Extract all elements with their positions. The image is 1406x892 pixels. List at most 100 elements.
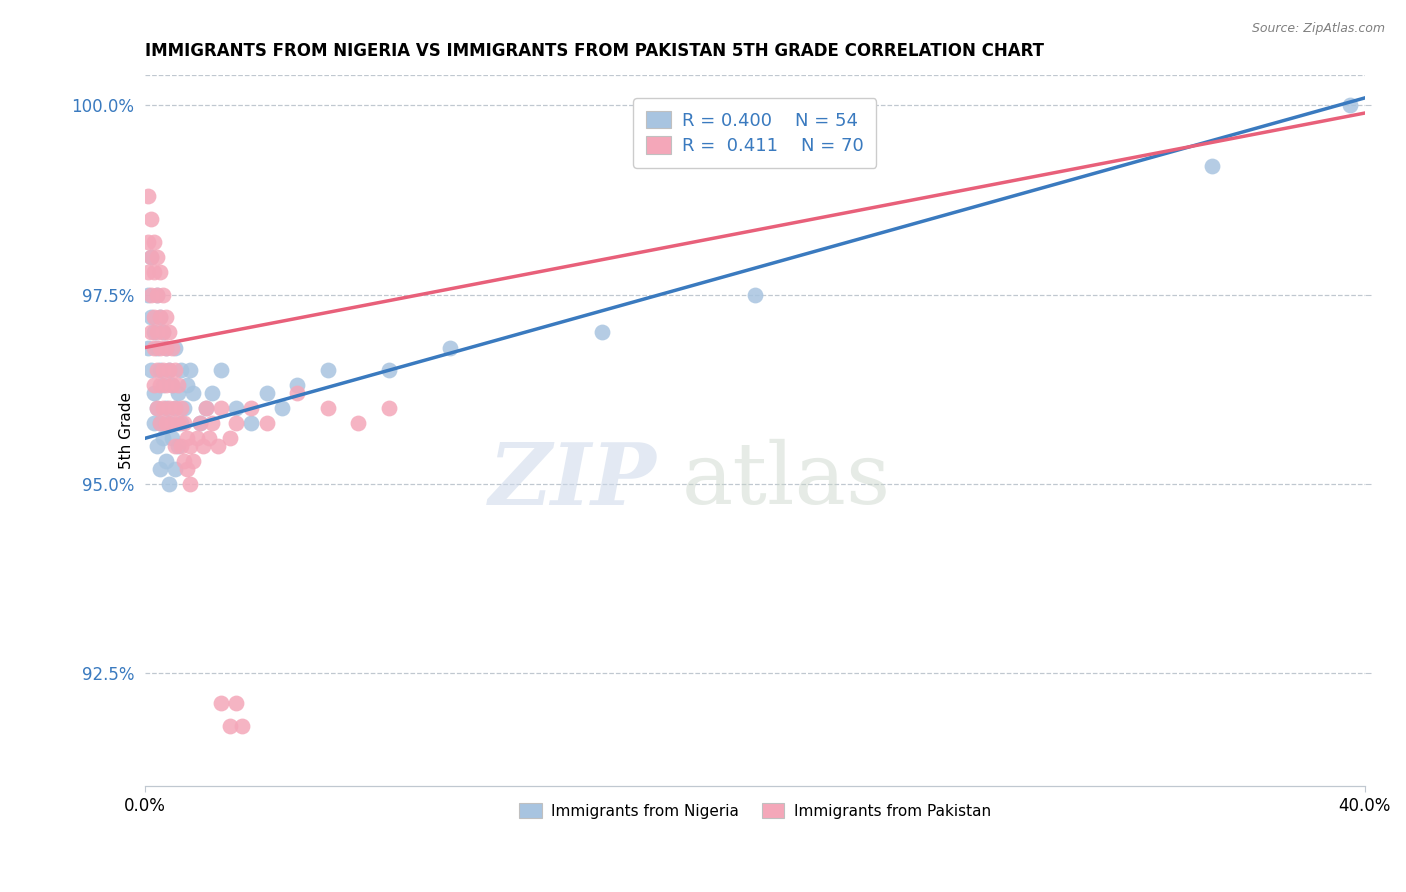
Point — [146, 401, 169, 416]
Point — [139, 211, 162, 226]
Point — [160, 378, 183, 392]
Point — [139, 287, 162, 301]
Point — [155, 401, 177, 416]
Point — [256, 386, 278, 401]
Point — [157, 363, 180, 377]
Point — [149, 310, 172, 325]
Point — [165, 401, 187, 416]
Point — [152, 431, 174, 445]
Point — [744, 287, 766, 301]
Point — [149, 265, 172, 279]
Point — [139, 310, 162, 325]
Point — [149, 310, 172, 325]
Point — [136, 235, 159, 249]
Point — [160, 378, 183, 392]
Point — [173, 401, 195, 416]
Point — [1339, 98, 1361, 112]
Point — [139, 326, 162, 340]
Point — [157, 401, 180, 416]
Point — [285, 378, 308, 392]
Point — [146, 341, 169, 355]
Point — [191, 439, 214, 453]
Point — [194, 401, 217, 416]
Point — [179, 439, 201, 453]
Point — [142, 310, 165, 325]
Point — [183, 386, 205, 401]
Point — [173, 417, 195, 431]
Point — [146, 326, 169, 340]
Point — [207, 439, 229, 453]
Point — [377, 363, 399, 377]
Point — [225, 401, 247, 416]
Point — [152, 326, 174, 340]
Point — [188, 417, 211, 431]
Point — [142, 265, 165, 279]
Point — [142, 341, 165, 355]
Point — [165, 439, 187, 453]
Point — [256, 417, 278, 431]
Point — [149, 417, 172, 431]
Point — [186, 431, 208, 445]
Point — [225, 417, 247, 431]
Point — [136, 265, 159, 279]
Point — [219, 431, 242, 445]
Point — [201, 417, 224, 431]
Point — [149, 341, 172, 355]
Point — [142, 326, 165, 340]
Point — [165, 363, 187, 377]
Point — [139, 363, 162, 377]
Point — [170, 439, 193, 453]
Text: Source: ZipAtlas.com: Source: ZipAtlas.com — [1251, 22, 1385, 36]
Point — [152, 287, 174, 301]
Point — [167, 386, 190, 401]
Point — [136, 189, 159, 203]
Point — [157, 476, 180, 491]
Point — [136, 287, 159, 301]
Y-axis label: 5th Grade: 5th Grade — [118, 392, 134, 469]
Legend: Immigrants from Nigeria, Immigrants from Pakistan: Immigrants from Nigeria, Immigrants from… — [513, 797, 997, 825]
Point — [165, 401, 187, 416]
Point — [152, 401, 174, 416]
Point — [136, 341, 159, 355]
Point — [170, 401, 193, 416]
Point — [155, 378, 177, 392]
Point — [149, 363, 172, 377]
Point — [285, 386, 308, 401]
Point — [142, 378, 165, 392]
Point — [179, 476, 201, 491]
Point — [160, 417, 183, 431]
Point — [157, 326, 180, 340]
Point — [167, 378, 190, 392]
Point — [149, 461, 172, 475]
Point — [225, 696, 247, 710]
Point — [152, 363, 174, 377]
Point — [209, 401, 232, 416]
Point — [209, 696, 232, 710]
Point — [240, 417, 263, 431]
Point — [165, 341, 187, 355]
Point — [197, 431, 219, 445]
Point — [1201, 159, 1223, 173]
Point — [155, 310, 177, 325]
Point — [316, 363, 339, 377]
Point — [146, 439, 169, 453]
Text: atlas: atlas — [682, 439, 890, 522]
Point — [439, 341, 461, 355]
Point — [142, 386, 165, 401]
Point — [231, 719, 253, 733]
Point — [176, 378, 198, 392]
Point — [155, 417, 177, 431]
Point — [201, 386, 224, 401]
Point — [146, 287, 169, 301]
Point — [149, 417, 172, 431]
Point — [347, 417, 370, 431]
Point — [157, 417, 180, 431]
Point — [170, 363, 193, 377]
Point — [146, 250, 169, 264]
Point — [316, 401, 339, 416]
Point — [160, 341, 183, 355]
Point — [188, 417, 211, 431]
Point — [377, 401, 399, 416]
Point — [160, 431, 183, 445]
Point — [142, 417, 165, 431]
